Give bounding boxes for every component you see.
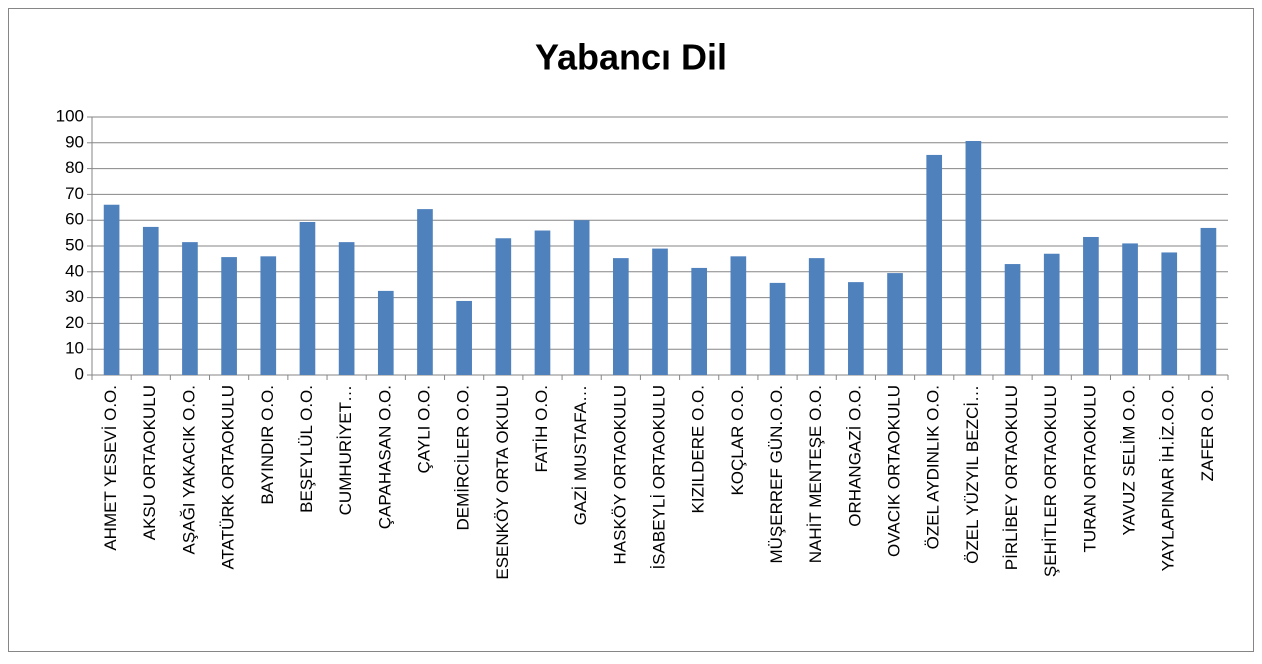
chart-title: Yabancı Dil: [535, 37, 727, 78]
bar: [808, 258, 825, 375]
y-tick-label: 40: [65, 261, 84, 280]
bar: [652, 248, 668, 375]
x-tick-label: GAZİ MUSTAFA…: [571, 385, 590, 525]
bar: [182, 242, 198, 375]
bar: [417, 209, 433, 375]
x-tick-label: PİRLİBEY ORTAOKULU: [1002, 385, 1021, 570]
x-tick-label: YAVUZ SELİM O.O.: [1120, 385, 1139, 536]
y-tick-label: 10: [65, 339, 84, 358]
x-tick-label: ATATÜRK ORTAOKULU: [219, 385, 238, 570]
x-tick-label: AŞAĞI YAKACIK O.O.: [179, 385, 198, 554]
x-tick-label: İSABEYLİ ORTAOKULU: [649, 385, 668, 570]
bar: [534, 230, 551, 375]
bar: [142, 226, 159, 375]
y-tick-label: 100: [56, 106, 84, 125]
x-tick-label: ÖZEL AYDINLIK O.O.: [924, 385, 943, 549]
bar: [221, 257, 237, 375]
x-tick-label: OVACIK ORTAOKULU: [885, 385, 904, 557]
bar: [926, 154, 943, 375]
y-tick-label: 70: [65, 184, 84, 203]
x-tick-label: ESENKÖY ORTA OKULU: [493, 385, 512, 580]
bar: [103, 204, 120, 375]
bar: [1200, 227, 1217, 375]
y-tick-label: 90: [65, 132, 84, 151]
bar: [495, 238, 512, 375]
bar: [1161, 252, 1178, 375]
y-tick-label: 30: [65, 287, 84, 306]
bar: [691, 267, 708, 375]
bar: [1043, 253, 1060, 375]
x-tick-label: BEŞEYLÜL O.O.: [297, 385, 316, 513]
bar: [612, 258, 629, 375]
x-tick-label: NAHİT MENTEŞE O.O.: [806, 385, 825, 563]
y-tick-label: 80: [65, 158, 84, 177]
y-tick-label: 60: [65, 210, 84, 229]
bar: [887, 273, 903, 375]
bar: [1004, 264, 1021, 375]
x-tick-label: KOÇLAR O.O.: [728, 385, 747, 496]
x-tick-label: AHMET YESEVİ O.O.: [101, 385, 120, 551]
x-tick-label: ORHANGAZİ O.O.: [845, 385, 864, 527]
x-tick-label: MÜŞERREF GÜN.O.O.: [767, 385, 786, 564]
x-tick-label: FATİH O.O.: [532, 385, 551, 473]
x-tick-label: ÖZEL YÜZYIL BEZCİ…: [963, 385, 982, 564]
bar: [1083, 236, 1099, 375]
x-tick-label: BAYINDIR O.O.: [258, 385, 277, 505]
bar: [299, 222, 316, 375]
bar: [730, 256, 747, 375]
x-tick-label: ÇAPAHASAN O.O.: [375, 385, 394, 529]
bar: [1122, 243, 1138, 375]
y-tick-label: 0: [75, 364, 84, 383]
x-tick-label: ŞEHİTLER ORTAOKULU: [1041, 385, 1060, 577]
x-tick-label: TURAN ORTAOKULU: [1080, 385, 1099, 553]
bar: [338, 242, 355, 375]
x-tick-label: ZAFER O.O.: [1198, 385, 1217, 481]
x-tick-label: DEMİRCİLER O.O.: [454, 385, 473, 530]
bar: [573, 220, 590, 375]
x-tick-label: AKSU ORTAOKULU: [140, 385, 159, 540]
bar: [456, 300, 472, 375]
bar: [260, 256, 277, 375]
bar: [848, 282, 864, 375]
bar: [377, 290, 394, 375]
y-tick-label: 20: [65, 313, 84, 332]
bar: [965, 140, 982, 375]
bar: [769, 282, 786, 375]
x-tick-label: YAYLAPINAR İH.İZ.O.O.: [1159, 385, 1178, 571]
x-tick-label: CUMHURİYET…: [336, 385, 355, 515]
x-tick-label: ÇAYLI O.O.: [414, 385, 433, 474]
x-tick-label: HASKÖY ORTAOKULU: [610, 385, 629, 565]
x-tick-label: KIZILDERE O.O.: [689, 385, 708, 513]
y-tick-label: 50: [65, 235, 84, 254]
